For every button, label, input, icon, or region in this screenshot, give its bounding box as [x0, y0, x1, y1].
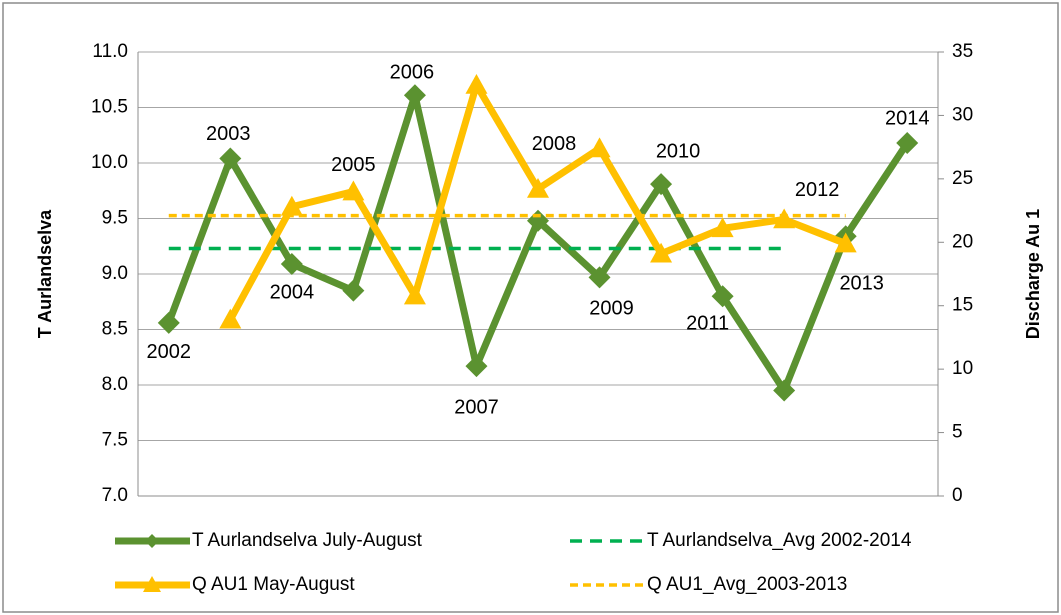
data-label: 2009	[589, 298, 634, 320]
y-tick-label: 8.0	[102, 374, 128, 395]
marker	[280, 253, 303, 276]
data-label: 2012	[795, 179, 840, 201]
data-label: 2005	[331, 154, 376, 176]
y-tick-label: 9.5	[102, 208, 128, 229]
data-label: 2004	[270, 281, 315, 303]
marker	[219, 147, 242, 170]
marker	[527, 178, 549, 198]
marker	[896, 132, 919, 155]
y2-tick-label: 25	[952, 168, 973, 189]
data-label: 2003	[206, 123, 251, 145]
marker	[773, 208, 796, 229]
y-tick-label: 10.5	[91, 97, 128, 118]
y-tick-label: 9.0	[102, 263, 128, 284]
marker	[834, 232, 857, 253]
y-tick-label: 7.0	[102, 485, 128, 506]
y-axis-title: T Aurlandselva	[35, 209, 55, 338]
data-label: 2002	[147, 341, 192, 363]
legend-marker	[145, 534, 159, 548]
data-label: 2013	[839, 273, 884, 295]
y-tick-label: 7.5	[102, 430, 128, 451]
marker	[650, 242, 673, 263]
marker	[465, 73, 488, 94]
y2-tick-label: 5	[952, 422, 963, 443]
legend-label: Q AU1 May-August	[192, 574, 355, 595]
marker	[711, 217, 734, 238]
data-label: 2010	[656, 140, 701, 162]
legend-label: T Aurlandselva_Avg 2002-2014	[647, 530, 912, 551]
y2-tick-label: 15	[952, 295, 973, 316]
y2-tick-label: 30	[952, 104, 973, 125]
marker	[157, 311, 180, 334]
data-label: 2008	[532, 133, 577, 155]
y-tick-label: 8.5	[102, 319, 128, 340]
marker	[342, 279, 365, 302]
marker	[280, 195, 303, 216]
y2-tick-label: 0	[952, 485, 963, 506]
marker	[773, 379, 796, 402]
y2-tick-label: 35	[952, 41, 973, 62]
legend-label: T Aurlandselva July-August	[192, 530, 423, 551]
y2-tick-label: 20	[952, 231, 973, 252]
marker	[403, 84, 426, 107]
marker	[342, 180, 365, 201]
y2-tick-label: 10	[952, 358, 973, 379]
legend-label: Q AU1_Avg_2003-2013	[647, 574, 847, 595]
marker	[588, 137, 611, 158]
marker	[219, 308, 242, 329]
marker	[403, 284, 426, 305]
marker	[711, 285, 734, 308]
marker	[527, 209, 549, 232]
legend-marker	[143, 576, 161, 592]
marker	[465, 355, 488, 378]
y-tick-label: 11.0	[92, 41, 128, 62]
data-label: 2011	[686, 312, 729, 334]
marker	[650, 173, 673, 196]
y-tick-label: 10.0	[91, 152, 128, 173]
data-label: 2006	[390, 62, 435, 84]
y2-axis-title: Discharge Au 1	[1023, 209, 1043, 339]
data-label: 2014	[885, 107, 930, 129]
data-label: 2007	[454, 396, 499, 418]
marker	[588, 266, 611, 289]
